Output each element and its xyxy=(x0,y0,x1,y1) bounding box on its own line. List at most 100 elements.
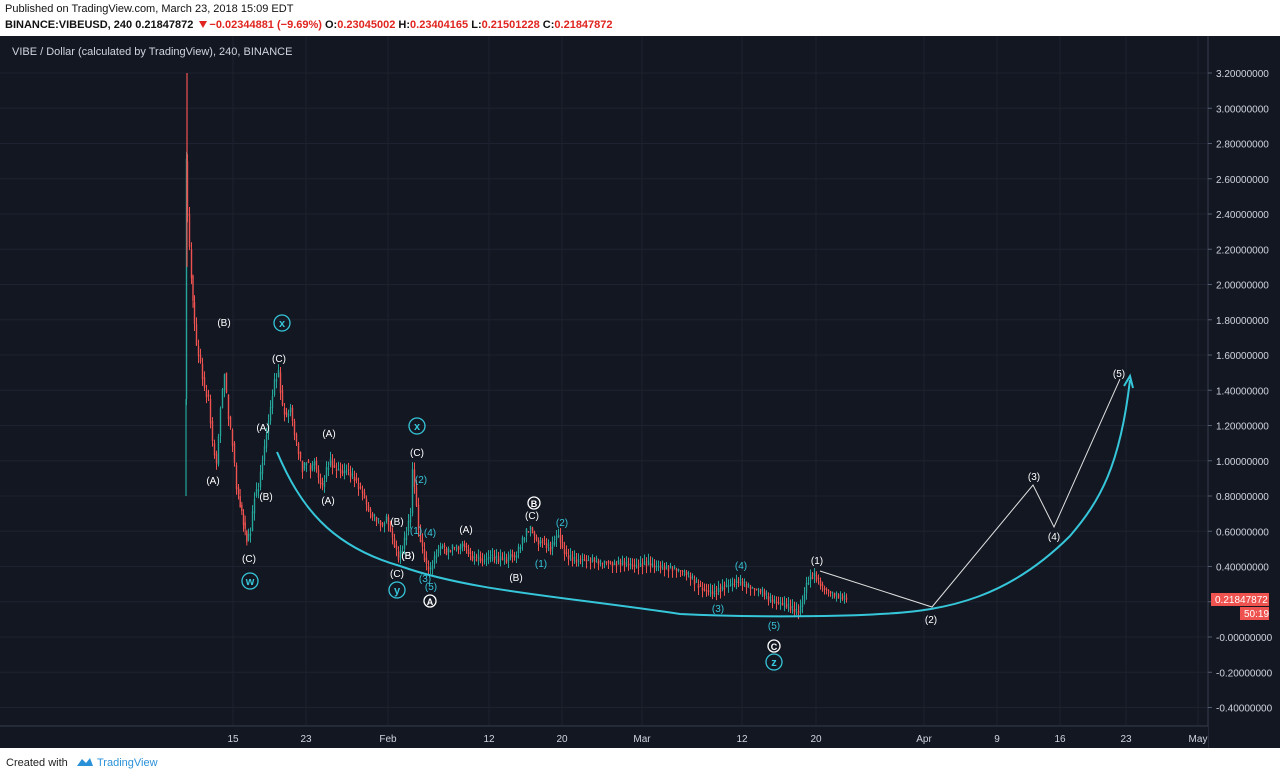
candle-body xyxy=(761,588,764,591)
candle-body xyxy=(687,573,690,575)
time-tick-label: 9 xyxy=(994,734,1000,745)
time-tick-label: Feb xyxy=(379,734,397,745)
candle-body xyxy=(193,302,196,324)
candle-body xyxy=(579,561,582,563)
candle-body xyxy=(617,560,620,564)
candle-body xyxy=(525,528,528,536)
candle-body xyxy=(429,567,432,569)
candle-body xyxy=(569,555,572,557)
candle-body xyxy=(715,592,718,595)
price-axis[interactable]: 3.20000000 3.00000000 2.80000000 2.60000000… xyxy=(1208,69,1273,715)
circled-wave-marker xyxy=(423,594,437,608)
candle-body xyxy=(519,546,522,549)
circled-wave-marker xyxy=(527,496,541,510)
close-label: C: xyxy=(542,19,555,31)
chart-area[interactable]: (B) (C) (A) (B) (C) (A) (B) (A) (B) (C) (A) (C) (B) (… xyxy=(0,36,1280,748)
candle-body xyxy=(331,460,334,468)
candle-body xyxy=(389,524,392,532)
candle-body xyxy=(197,346,200,357)
wave-label-white: (3) xyxy=(1028,472,1040,483)
wave-label-white: (4) xyxy=(1048,532,1060,543)
candle-body xyxy=(763,591,766,597)
wave-label-white: (C) xyxy=(525,511,539,522)
candle-body xyxy=(327,467,330,470)
symbol-interval: BINANCE:VIBEUSD, 240 xyxy=(5,19,133,31)
candle-body xyxy=(359,487,362,489)
candle-body xyxy=(411,469,414,514)
wave-label-cyan: (4) xyxy=(424,528,436,539)
candle-body xyxy=(835,592,838,595)
candle-body xyxy=(185,158,188,400)
candle-body xyxy=(469,552,472,554)
candle-body xyxy=(213,443,216,456)
candle-body xyxy=(190,249,193,279)
candle-body xyxy=(563,548,566,554)
candle-body xyxy=(581,558,584,561)
candle-body xyxy=(527,531,530,533)
circled-wave-label: A xyxy=(427,597,434,607)
price-tick-label: -0.20000000 xyxy=(1216,668,1273,679)
candle-body xyxy=(341,471,344,474)
candle-body xyxy=(819,580,822,587)
candle-body xyxy=(391,531,394,538)
candle-body xyxy=(735,579,738,583)
wave-label-white: (B) xyxy=(390,517,403,528)
price-tick-label: -0.00000000 xyxy=(1216,633,1273,644)
candle-body xyxy=(725,584,728,588)
published-line: Published on TradingView.com, March 23, … xyxy=(5,3,294,15)
candle-body xyxy=(431,565,434,571)
candle-body xyxy=(817,577,820,579)
candle-body xyxy=(653,565,656,568)
candle-body xyxy=(305,463,308,466)
circled-wave-label: z xyxy=(771,657,777,669)
candle-body xyxy=(671,568,674,571)
candle-body xyxy=(521,537,524,545)
candle-body xyxy=(301,460,304,473)
time-tick-label: 12 xyxy=(736,734,748,745)
tradingview-logo-icon[interactable] xyxy=(76,756,94,768)
wave-label-white: (5) xyxy=(1113,369,1125,380)
candle-body xyxy=(723,588,726,590)
price-tick-label: 2.60000000 xyxy=(1216,175,1269,186)
candle-body xyxy=(567,555,570,560)
tradingview-brand-link[interactable]: TradingView xyxy=(97,757,158,769)
candle-body xyxy=(635,565,638,567)
candle-body xyxy=(523,538,526,541)
candle-body xyxy=(797,611,800,614)
candle-body xyxy=(244,522,246,529)
candle-body xyxy=(805,582,808,593)
wave-label-white: (1) xyxy=(811,556,823,567)
candle-body xyxy=(427,566,430,571)
circled-wave-marker xyxy=(241,572,259,590)
candle-body xyxy=(577,559,580,561)
low-value: 0.21501228 xyxy=(481,19,540,31)
time-axis-bg[interactable] xyxy=(0,726,1208,748)
wave-label-white: (A) xyxy=(256,423,269,434)
candle-body xyxy=(439,546,442,549)
time-axis[interactable]: 15 23 Feb 12 20 Mar 12 20 Apr 9 16 23 May xyxy=(227,734,1207,745)
candle-body xyxy=(697,584,700,588)
candle-body xyxy=(621,560,624,563)
price-tick-label: 1.40000000 xyxy=(1216,386,1269,397)
cyan-cup-curve xyxy=(276,379,1131,618)
candle-body xyxy=(759,590,762,593)
candle-body xyxy=(493,556,496,560)
wave-label-white: (B) xyxy=(509,573,522,584)
time-tick-label: May xyxy=(1189,734,1208,745)
candle-body xyxy=(355,478,358,481)
price-chart[interactable]: (B) (C) (A) (B) (C) (A) (B) (A) (B) (C) (A) (C) (B) (… xyxy=(0,36,1280,748)
candle-body xyxy=(299,451,302,459)
price-axis-bg[interactable] xyxy=(1208,36,1280,748)
circled-wave-marker xyxy=(273,314,291,332)
time-tick-label: 12 xyxy=(483,734,495,745)
candle-body xyxy=(255,488,258,496)
wave-label-white: (C) xyxy=(272,354,286,365)
candle-body xyxy=(435,553,438,558)
candle-body xyxy=(663,567,666,570)
candle-body xyxy=(789,606,792,611)
candle-body xyxy=(537,540,540,545)
candle-body xyxy=(799,606,802,613)
candle-body xyxy=(467,548,470,555)
candle-body xyxy=(733,584,736,586)
close-value: 0.21847872 xyxy=(554,19,613,31)
